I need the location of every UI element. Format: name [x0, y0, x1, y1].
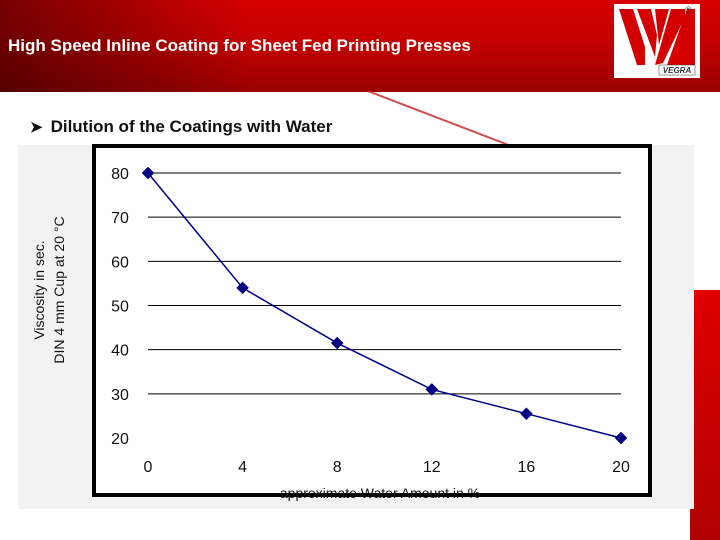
y-tick-label: 30 [111, 387, 129, 404]
data-point-marker [141, 166, 155, 180]
data-point-marker [520, 407, 533, 421]
data-point-marker [425, 383, 439, 396]
registered-mark: ® [685, 5, 692, 15]
y-tick-label: 20 [111, 431, 129, 448]
bullet-text: Dilution of the Coatings with Water [50, 117, 333, 136]
vegra-logo-mark: VEGRA [615, 5, 699, 77]
x-tick-label: 0 [144, 459, 153, 476]
arrow-bullet-icon: ➤ [30, 119, 43, 136]
x-tick-label: 8 [333, 459, 342, 476]
y-axis-label-line: DIN 4 mm Cup at 20 °C [51, 216, 67, 363]
data-point-marker [614, 431, 628, 445]
slide-title: High Speed Inline Coating for Sheet Fed … [8, 36, 471, 55]
data-point-marker [236, 281, 249, 295]
gridlines [148, 172, 621, 395]
y-tick-label: 40 [111, 343, 129, 360]
x-tick-label: 16 [518, 459, 536, 476]
y-axis-label-line: Viscosity in sec. [31, 240, 47, 339]
x-tick-label: 12 [423, 459, 441, 476]
x-tick-label: 20 [612, 459, 630, 476]
title-bar: High Speed Inline Coating for Sheet Fed … [0, 0, 720, 92]
title-bar-shade [0, 0, 720, 92]
y-tick-label: 50 [111, 299, 129, 316]
logo-wordmark: VEGRA [663, 66, 692, 75]
y-axis-ticks: 80 70 60 50 40 30 20 [111, 166, 129, 448]
plot-area-frame [92, 144, 652, 497]
y-tick-label: 80 [111, 166, 129, 183]
data-point-marker [330, 336, 344, 350]
x-tick-label: 4 [238, 459, 247, 476]
vegra-logo: VEGRA [614, 4, 700, 78]
bullet-heading: ➤ Dilution of the Coatings with Water [30, 117, 332, 137]
y-tick-label: 70 [111, 210, 129, 227]
series-line [147, 172, 622, 439]
x-axis-ticks: 0 4 8 12 16 20 [144, 459, 630, 476]
y-tick-label: 60 [111, 254, 129, 271]
decorative-red-corner [690, 290, 720, 540]
y-axis-label: Viscosity in sec. DIN 4 mm Cup at 20 °C [31, 216, 67, 363]
x-axis-label: approximate Water Amount in % [280, 485, 480, 501]
data-series [141, 166, 628, 445]
